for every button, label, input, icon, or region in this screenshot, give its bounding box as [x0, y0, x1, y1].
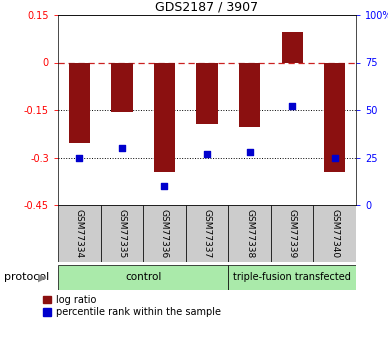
Bar: [143, 205, 186, 262]
Point: [289, 104, 295, 109]
Bar: [314, 205, 356, 262]
Text: triple-fusion transfected: triple-fusion transfected: [233, 273, 351, 283]
Bar: [324, 62, 345, 172]
Bar: [282, 32, 303, 62]
Legend: log ratio, percentile rank within the sample: log ratio, percentile rank within the sa…: [43, 295, 221, 317]
Bar: [186, 205, 228, 262]
Bar: [239, 62, 260, 127]
Point: [246, 149, 253, 155]
Text: GSM77340: GSM77340: [330, 209, 339, 258]
Point: [161, 183, 168, 189]
Text: GSM77335: GSM77335: [117, 209, 126, 258]
Bar: [228, 265, 356, 290]
Point: [119, 145, 125, 151]
Bar: [271, 205, 314, 262]
Point: [76, 155, 82, 160]
Text: GSM77337: GSM77337: [203, 209, 211, 258]
Title: GDS2187 / 3907: GDS2187 / 3907: [156, 1, 258, 14]
Bar: [228, 205, 271, 262]
Bar: [154, 62, 175, 172]
Text: GSM77338: GSM77338: [245, 209, 254, 258]
Bar: [196, 62, 218, 124]
Bar: [100, 205, 143, 262]
Bar: [111, 62, 132, 111]
Bar: [58, 265, 228, 290]
Point: [332, 155, 338, 160]
Text: control: control: [125, 273, 161, 283]
Text: protocol: protocol: [4, 273, 49, 283]
Bar: [69, 62, 90, 143]
Bar: [58, 205, 100, 262]
Text: GSM77336: GSM77336: [160, 209, 169, 258]
Point: [204, 151, 210, 157]
Text: GSM77334: GSM77334: [75, 209, 84, 258]
Text: ▶: ▶: [38, 273, 47, 283]
Text: GSM77339: GSM77339: [288, 209, 297, 258]
